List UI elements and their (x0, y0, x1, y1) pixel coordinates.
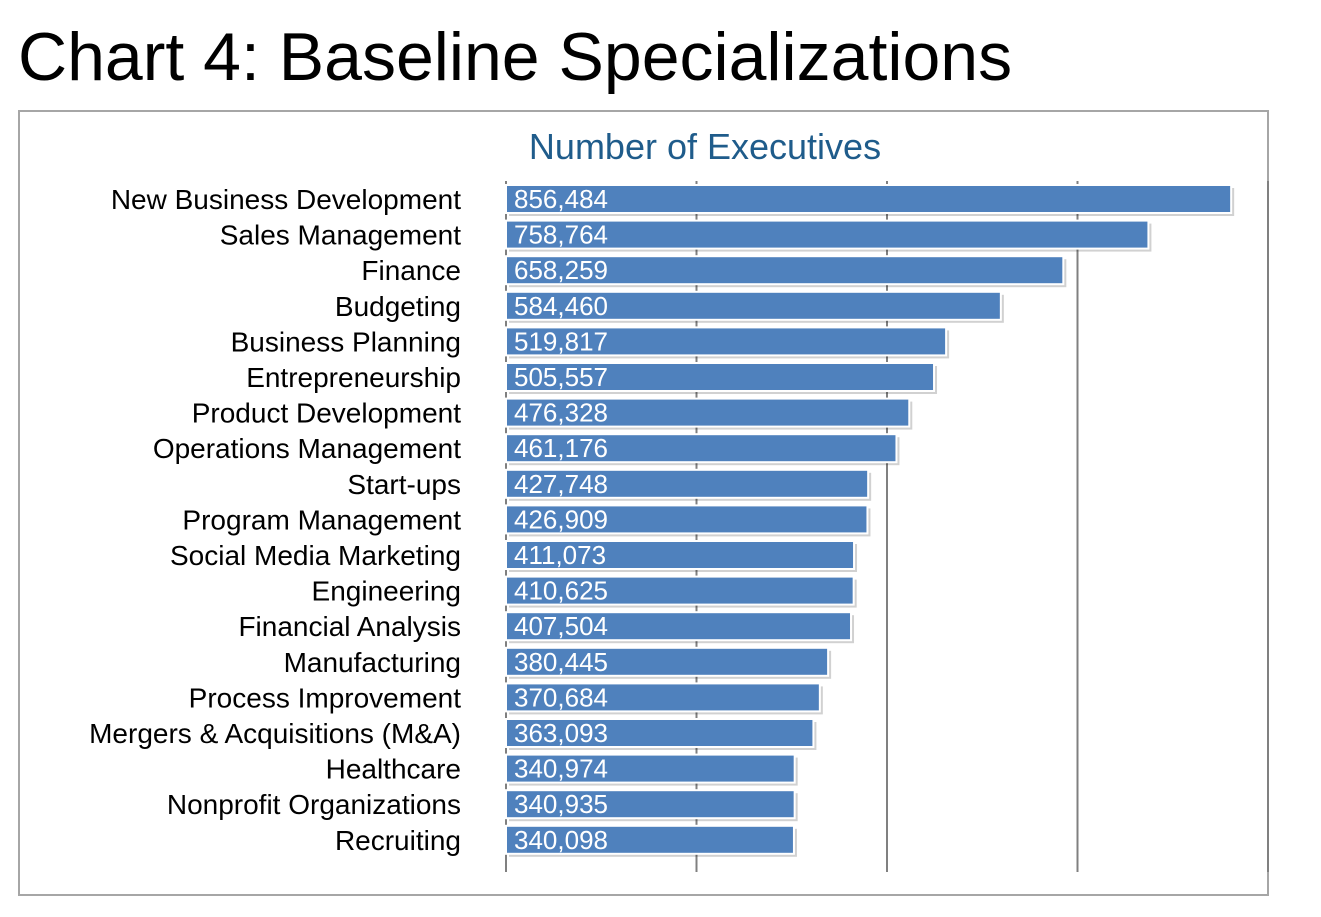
category-label: Start-ups (347, 469, 461, 500)
bar-value-label: 856,484 (514, 184, 608, 214)
bar (505, 718, 815, 748)
bar (505, 433, 898, 464)
category-label: Operations Management (153, 433, 461, 464)
category-label: Financial Analysis (238, 611, 461, 642)
bar (505, 326, 948, 357)
bar (505, 184, 1233, 214)
bar-value-label: 407,504 (514, 611, 608, 641)
bar-value-label: 658,259 (514, 255, 608, 285)
bar (505, 397, 911, 428)
bar-value-label: 411,073 (514, 540, 606, 570)
bar-value-label: 380,445 (514, 647, 608, 677)
bar (505, 611, 853, 642)
bars: 856,484 758,764 658,259 584,460 519,817 505,5… (505, 184, 1235, 857)
bar-value-label: 370,684 (514, 682, 608, 712)
bar-value-label: 476,328 (514, 398, 608, 428)
category-label: Engineering (312, 576, 461, 607)
chart-title: Number of Executives (529, 126, 881, 167)
category-label: Healthcare (326, 754, 461, 785)
slide-title: Chart 4: Baseline Specializations (18, 19, 1013, 95)
bar-value-label: 758,764 (514, 220, 608, 250)
bar-value-label: 427,748 (514, 469, 608, 499)
bar-value-label: 426,909 (514, 504, 608, 534)
category-label: Recruiting (335, 825, 461, 856)
category-label: Manufacturing (284, 647, 461, 678)
category-label: Business Planning (231, 326, 461, 357)
bar (505, 824, 795, 855)
bar-value-label: 340,935 (514, 789, 608, 819)
bar (505, 362, 936, 392)
bar-value-label: 340,974 (514, 754, 608, 784)
bar-value-label: 461,176 (514, 433, 608, 463)
bar (505, 219, 1150, 250)
bar (505, 575, 855, 606)
category-label: Budgeting (335, 291, 461, 322)
bar (505, 290, 1002, 321)
category-label: New Business Development (111, 184, 461, 215)
category-label: Process Improvement (189, 682, 462, 713)
bar (505, 468, 870, 499)
bar (505, 682, 821, 713)
category-labels: New Business Development Sales Management… (89, 184, 461, 856)
bar (505, 789, 796, 820)
category-label: Finance (361, 255, 461, 286)
bar-value-label: 584,460 (514, 291, 608, 321)
bar-value-label: 519,817 (514, 326, 608, 356)
bar-value-label: 363,093 (514, 718, 608, 748)
bar (505, 540, 856, 570)
bar-value-label: 410,625 (514, 576, 608, 606)
category-label: Program Management (182, 504, 461, 535)
bar-value-label: 505,557 (514, 362, 608, 392)
bar (505, 504, 869, 535)
bar (505, 753, 796, 784)
category-label: Sales Management (220, 220, 461, 251)
category-label: Social Media Marketing (170, 540, 461, 571)
bar (505, 646, 830, 677)
category-label: Entrepreneurship (246, 362, 461, 393)
category-label: Mergers & Acquisitions (M&A) (89, 718, 461, 749)
category-label: Nonprofit Organizations (167, 789, 461, 820)
category-label: Product Development (192, 398, 461, 429)
bar-value-label: 340,098 (514, 825, 608, 855)
bar (505, 255, 1065, 286)
